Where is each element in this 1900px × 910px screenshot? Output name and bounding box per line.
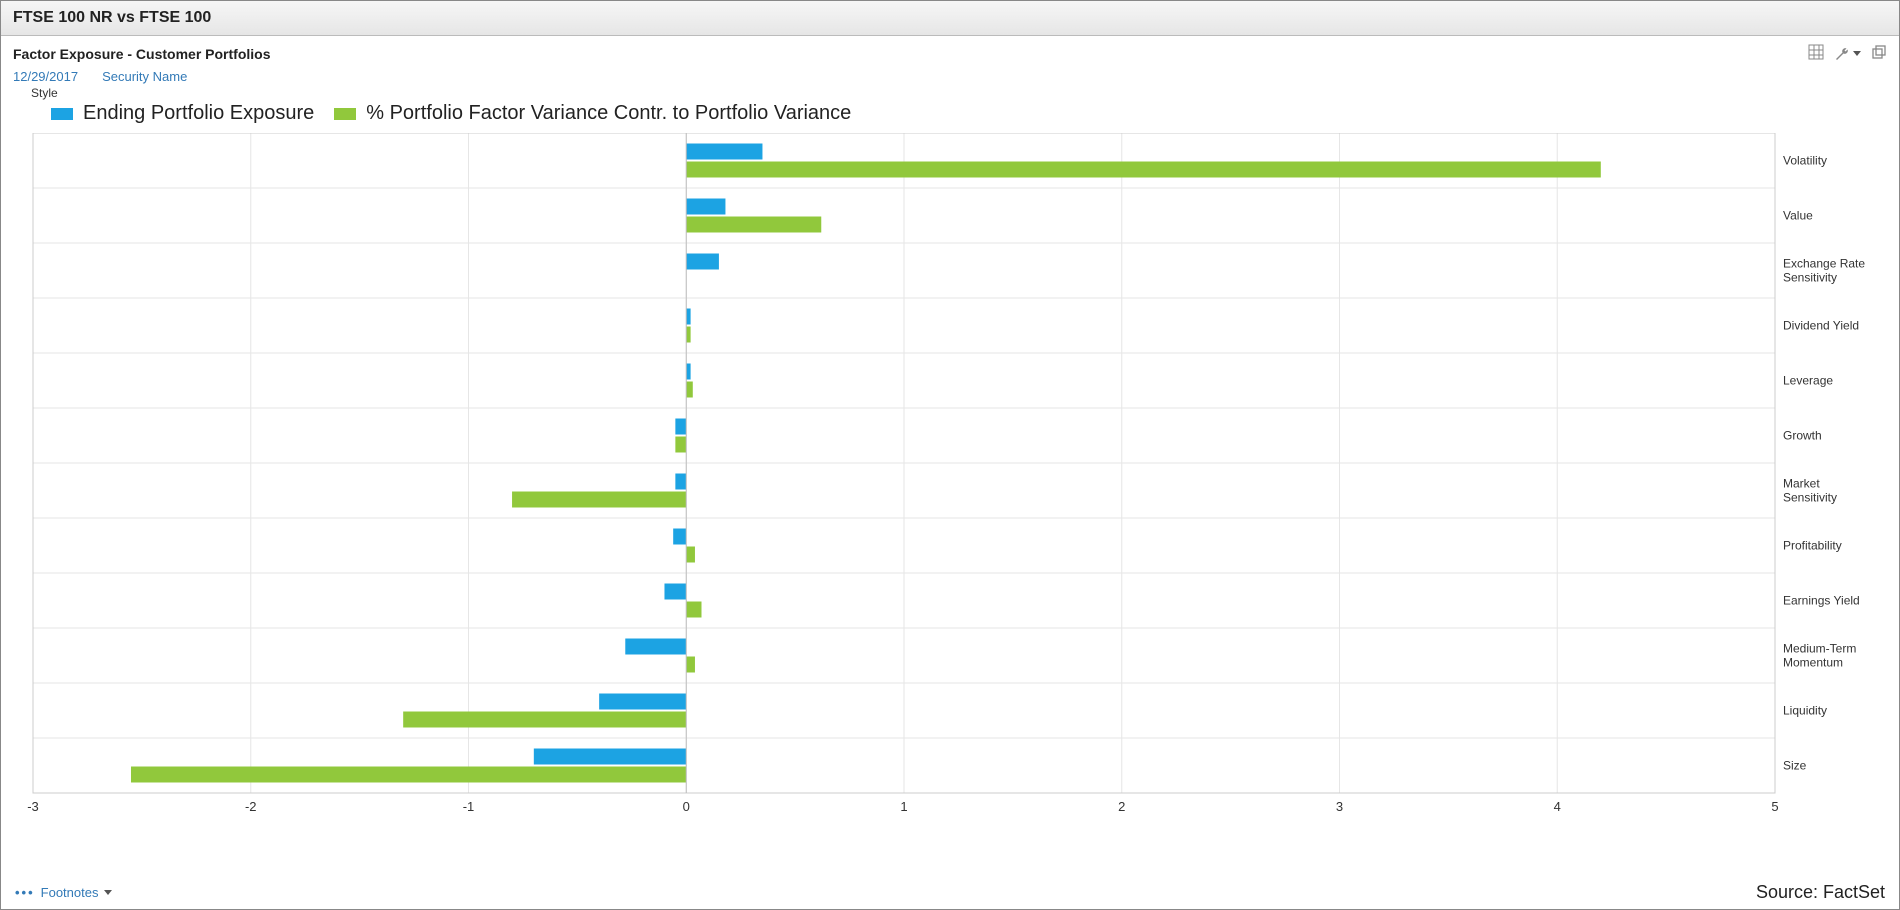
legend-item-series2: % Portfolio Factor Variance Contr. to Po… xyxy=(334,102,851,125)
source-attribution: Source: FactSet xyxy=(1756,882,1885,903)
bar-series2 xyxy=(686,382,693,398)
category-label: Liquidity xyxy=(1783,704,1827,718)
category-label: MarketSensitivity xyxy=(1783,477,1837,505)
category-label: Earnings Yield xyxy=(1783,594,1860,608)
bar-series1 xyxy=(534,749,686,765)
category-label: Exchange RateSensitivity xyxy=(1783,257,1865,285)
chart-container: -3 -2 -1 0 1 2 3 4 5 Volatility Value Exchange Rate… xyxy=(1,133,1899,878)
category-label: Size xyxy=(1783,759,1807,773)
bar-series1 xyxy=(686,199,725,215)
bar-series2 xyxy=(686,162,1601,178)
bar-series2 xyxy=(675,437,686,453)
bar-series1 xyxy=(664,584,686,600)
category-label: Leverage xyxy=(1783,374,1833,388)
svg-text:-2: -2 xyxy=(245,799,257,814)
legend-label-series2: % Portfolio Factor Variance Contr. to Po… xyxy=(366,102,851,125)
meta-row: 12/29/2017 Security Name xyxy=(1,67,1899,86)
svg-text:-1: -1 xyxy=(463,799,475,814)
bar-series1 xyxy=(686,364,690,380)
security-name-link[interactable]: Security Name xyxy=(102,69,187,84)
svg-text:2: 2 xyxy=(1118,799,1125,814)
date-link[interactable]: 12/29/2017 xyxy=(13,69,78,84)
bar-series2 xyxy=(686,602,701,618)
bar-series2 xyxy=(131,767,686,783)
svg-text:3: 3 xyxy=(1336,799,1343,814)
bar-series2 xyxy=(403,712,686,728)
bar-series2 xyxy=(686,657,695,673)
svg-text:0: 0 xyxy=(683,799,690,814)
panel-header: Factor Exposure - Customer Portfolios xyxy=(1,36,1899,67)
bar-series2 xyxy=(686,547,695,563)
svg-text:4: 4 xyxy=(1554,799,1561,814)
category-label: Dividend Yield xyxy=(1783,319,1859,333)
category-label: Growth xyxy=(1783,429,1822,443)
footnotes-dots-icon: ••• xyxy=(15,885,35,900)
bar-series1 xyxy=(686,144,762,160)
bar-series1 xyxy=(675,419,686,435)
bar-series2 xyxy=(512,492,686,508)
svg-text:5: 5 xyxy=(1771,799,1778,814)
bar-series2 xyxy=(686,327,690,343)
legend-item-series1: Ending Portfolio Exposure xyxy=(51,102,314,125)
style-label: Style xyxy=(1,86,1899,100)
svg-text:1: 1 xyxy=(900,799,907,814)
category-label: Profitability xyxy=(1783,539,1842,553)
bar-series1 xyxy=(686,309,690,325)
toolbar xyxy=(1808,44,1887,63)
settings-caret-icon xyxy=(1853,51,1861,56)
bar-series1 xyxy=(675,474,686,490)
footnotes-toggle[interactable]: ••• Footnotes xyxy=(15,885,112,900)
factor-exposure-chart: -3 -2 -1 0 1 2 3 4 5 Volatility Value Exchange Rate… xyxy=(13,133,1885,821)
grid-view-icon[interactable] xyxy=(1808,44,1824,63)
panel-subtitle: Factor Exposure - Customer Portfolios xyxy=(13,46,270,62)
bar-series1 xyxy=(673,529,686,545)
chart-legend: Ending Portfolio Exposure % Portfolio Fa… xyxy=(1,100,1899,133)
bar-series1 xyxy=(625,639,686,655)
bar-series1 xyxy=(686,254,719,270)
svg-text:-3: -3 xyxy=(27,799,39,814)
legend-label-series1: Ending Portfolio Exposure xyxy=(83,102,314,125)
footnotes-label: Footnotes xyxy=(41,885,99,900)
category-label: Volatility xyxy=(1783,154,1827,168)
category-label: Medium-TermMomentum xyxy=(1783,642,1856,670)
bar-series1 xyxy=(599,694,686,710)
legend-swatch-series2 xyxy=(334,108,356,120)
settings-wrench-icon[interactable] xyxy=(1834,46,1861,62)
window-title: FTSE 100 NR vs FTSE 100 xyxy=(1,1,1899,36)
footer: ••• Footnotes Source: FactSet xyxy=(1,878,1899,909)
legend-swatch-series1 xyxy=(51,108,73,120)
footnotes-caret-icon xyxy=(104,890,112,895)
bar-series2 xyxy=(686,217,821,233)
popout-icon[interactable] xyxy=(1871,44,1887,63)
app-window: FTSE 100 NR vs FTSE 100 Factor Exposure … xyxy=(0,0,1900,910)
category-label: Value xyxy=(1783,209,1813,223)
